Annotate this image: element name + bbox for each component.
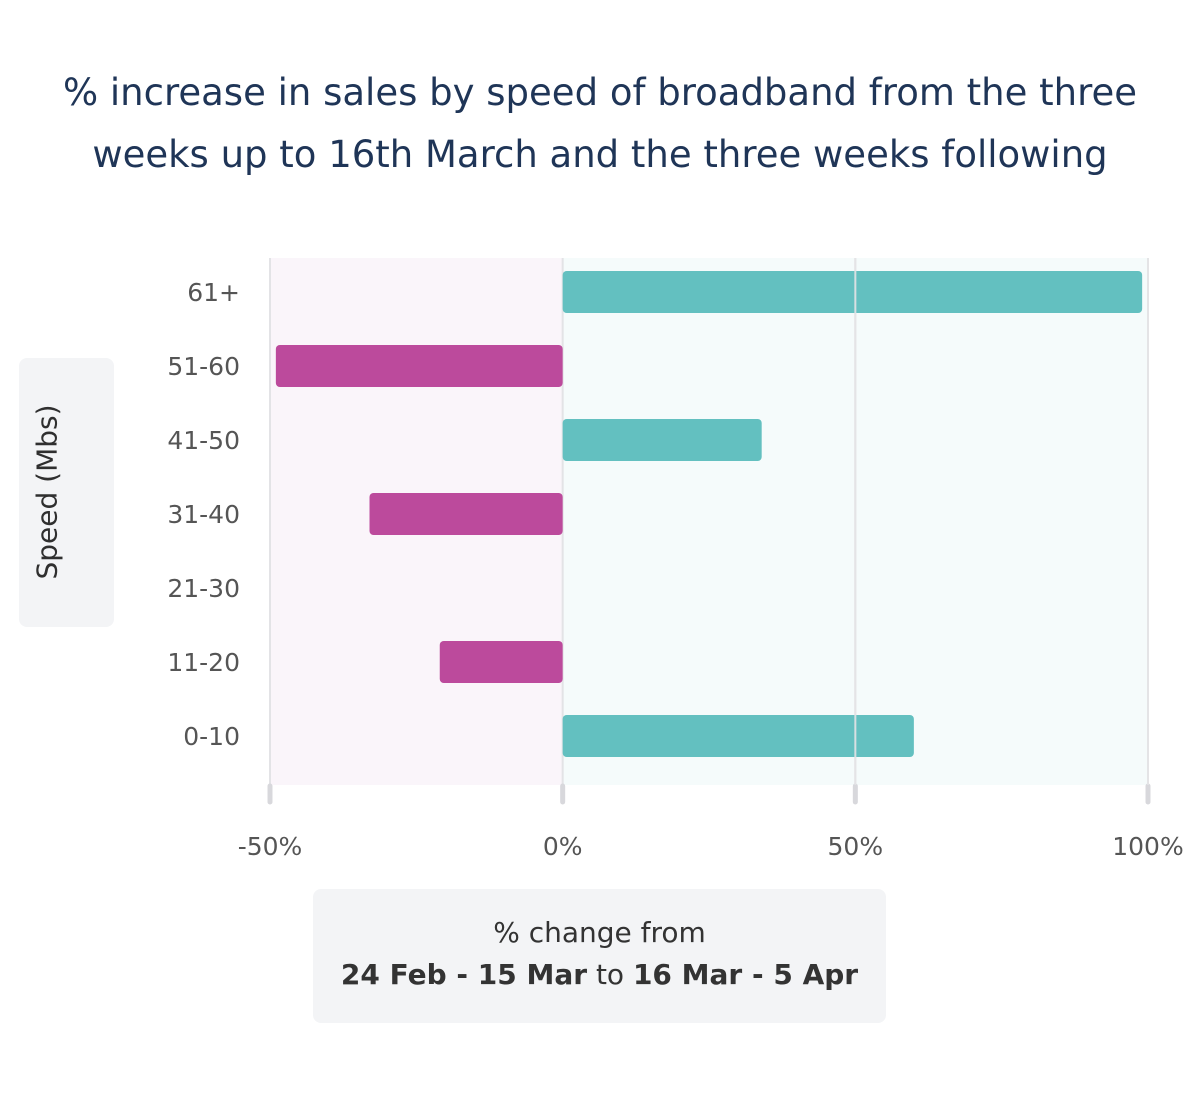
y-tick-label: 11-20 — [167, 648, 240, 677]
y-tick-label: 41-50 — [167, 426, 240, 455]
x-axis-label-box: % change from 24 Feb - 15 Mar to 16 Mar … — [313, 889, 886, 1023]
bar-negative — [439, 641, 563, 683]
bar-negative — [369, 493, 563, 535]
x-axis-label-line-2: 24 Feb - 15 Mar to 16 Mar - 5 Apr — [313, 955, 886, 995]
bar-positive — [562, 715, 914, 757]
x-axis-label-connector: to — [595, 958, 625, 991]
chart-title: % increase in sales by speed of broadban… — [0, 62, 1200, 186]
x-axis-label-to-range: 16 Mar - 5 Apr — [632, 958, 859, 991]
y-tick-label: 31-40 — [167, 500, 240, 529]
x-tick-label: 50% — [828, 832, 884, 861]
y-tick-label: 0-10 — [183, 722, 240, 751]
bar-positive — [562, 271, 1143, 313]
y-tick-label: 21-30 — [167, 574, 240, 603]
chart-title-line-2: weeks up to 16th March and the three wee… — [92, 133, 1108, 176]
x-axis-label-line-1: % change from — [493, 916, 706, 949]
x-tick-label: -50% — [238, 832, 303, 861]
bar-positive — [562, 419, 762, 461]
x-tick-label: 100% — [1112, 832, 1183, 861]
x-axis-label-from-range: 24 Feb - 15 Mar — [340, 958, 588, 991]
x-tick-label: 0% — [543, 832, 583, 861]
chart-title-line-1: % increase in sales by speed of broadban… — [62, 71, 1138, 114]
y-axis-label-box — [19, 358, 114, 627]
y-tick-label: 61+ — [187, 278, 240, 307]
bar-negative — [275, 345, 563, 387]
y-tick-label: 51-60 — [167, 352, 240, 381]
